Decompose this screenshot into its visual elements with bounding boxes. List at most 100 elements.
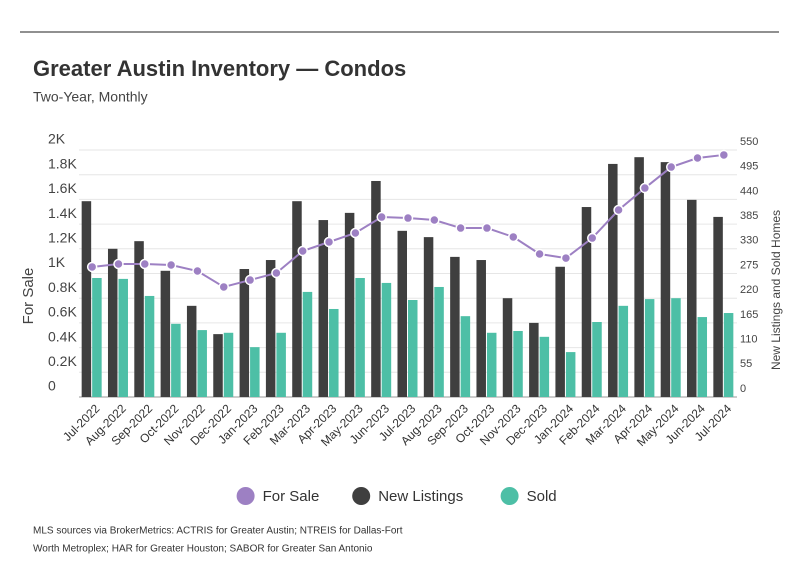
bar (723, 313, 734, 397)
point (139, 258, 151, 270)
bar (555, 266, 565, 397)
bar (581, 207, 592, 397)
bar (608, 163, 618, 397)
bar (276, 332, 286, 397)
point (218, 281, 230, 293)
y2-axis-label: New Listings and Sold Homes (769, 210, 783, 370)
source-note: MLS sources via BrokerMetrics: ACTRIS fo… (33, 526, 403, 537)
bar (644, 299, 655, 397)
point (376, 211, 387, 223)
y-tick-label: 0.6K (48, 304, 77, 320)
y2-tick-label: 550 (740, 136, 758, 148)
point (665, 161, 677, 173)
bar (302, 291, 313, 397)
bar (223, 332, 234, 397)
bar (434, 286, 444, 397)
y2-tick-label: 110 (740, 334, 758, 346)
bar (344, 212, 355, 397)
y-tick-label: 0.8K (48, 279, 77, 295)
bar (502, 298, 513, 397)
bar (239, 269, 250, 397)
point (560, 252, 572, 264)
bar (160, 270, 171, 397)
bar (144, 295, 155, 397)
bar (539, 336, 550, 397)
bar (423, 237, 434, 397)
y-tick-label: 1.2K (48, 230, 77, 246)
chart-title: Greater Austin Inventory — Condos (33, 56, 406, 81)
y2-tick-label: 220 (740, 284, 758, 296)
bar (318, 220, 329, 397)
bar (529, 322, 539, 397)
point (718, 149, 730, 161)
legend-label: For Sale (263, 488, 320, 505)
y-axis-label: For Sale (20, 268, 37, 325)
bar (660, 162, 671, 397)
bar (397, 230, 407, 397)
bar (476, 260, 486, 397)
bar (329, 308, 339, 397)
bar (107, 248, 118, 397)
bar (355, 277, 365, 397)
point (508, 231, 519, 243)
bar (460, 316, 471, 397)
y2-tick-label: 0 (740, 383, 746, 395)
point (692, 152, 703, 164)
bar (713, 216, 723, 397)
bar (371, 180, 381, 397)
y2-tick-label: 495 (740, 161, 758, 173)
source-note: Worth Metroplex; HAR for Greater Houston… (33, 544, 373, 555)
bar (92, 277, 102, 397)
bar (408, 299, 418, 397)
legend-label: Sold (527, 488, 557, 505)
legend-swatch (500, 487, 519, 505)
bar (265, 260, 276, 397)
y2-tick-label: 385 (740, 210, 758, 222)
point (402, 212, 414, 224)
bar (671, 298, 681, 397)
point (429, 214, 440, 226)
bar (381, 282, 392, 397)
point (534, 248, 545, 260)
point (192, 265, 203, 277)
y-tick-label: 0.4K (48, 328, 77, 344)
point (639, 182, 651, 194)
y-tick-label: 1.6K (48, 180, 77, 196)
bar (513, 330, 523, 397)
y-tick-label: 1K (48, 254, 66, 270)
bar (450, 256, 460, 397)
legend-swatch (236, 487, 255, 505)
bar (486, 332, 497, 397)
bar (250, 347, 260, 397)
point (481, 222, 493, 234)
point (455, 222, 466, 234)
legend-swatch (352, 487, 371, 505)
bar (687, 199, 697, 397)
y2-tick-label: 330 (740, 235, 758, 247)
point (350, 227, 361, 239)
point (297, 245, 308, 257)
bar (618, 305, 629, 397)
bar (292, 201, 302, 397)
bar (565, 352, 576, 397)
point (165, 259, 177, 271)
y-tick-label: 1.4K (48, 205, 77, 221)
bar (118, 278, 128, 397)
y-tick-label: 2K (48, 131, 66, 147)
point (271, 267, 282, 279)
point (244, 274, 256, 286)
y2-tick-label: 55 (740, 358, 752, 370)
bar (197, 330, 207, 397)
bar (213, 334, 223, 397)
y-tick-label: 0.2K (48, 353, 77, 369)
bar (81, 201, 92, 397)
point (113, 258, 124, 270)
point (613, 204, 624, 216)
chart-subtitle: Two-Year, Monthly (33, 89, 148, 105)
y-tick-label: 1.8K (48, 155, 77, 171)
bar (186, 305, 197, 397)
point (323, 236, 335, 248)
bar (134, 241, 144, 397)
bar (634, 157, 644, 397)
